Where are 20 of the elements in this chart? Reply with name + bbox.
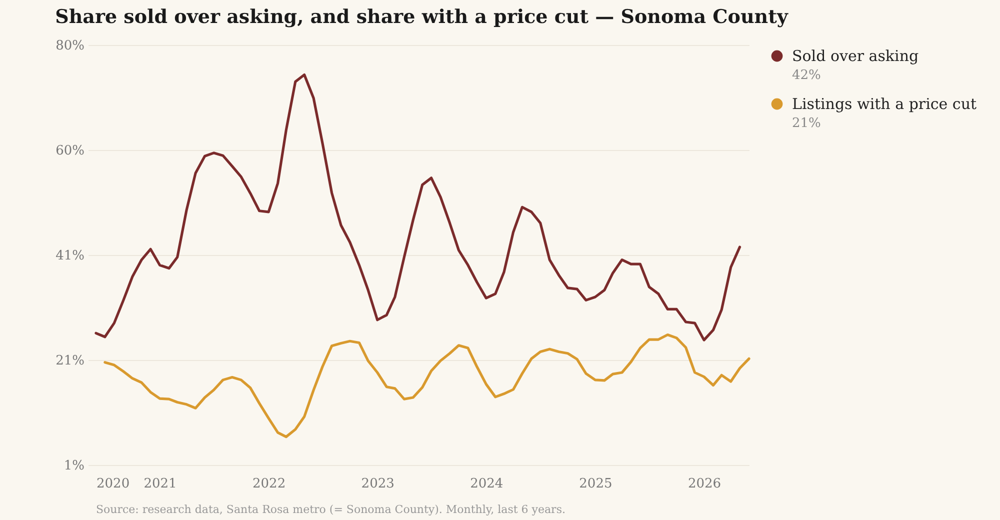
x-tick-label: 2021	[144, 476, 177, 492]
source-note: Source: research data, Santa Rosa metro (= Sonoma County). Monthly, last 6 years.	[96, 503, 566, 516]
line-series	[104, 333, 750, 438]
y-tick-label: 80%	[56, 38, 84, 54]
legend-label: Listings with a price cut	[792, 95, 977, 113]
x-tick-label: 2022	[252, 476, 286, 492]
legend-label: Sold over asking	[792, 47, 919, 65]
y-tick-label: 60%	[56, 144, 84, 158]
x-tick-label: 2025	[579, 476, 612, 492]
text: 42%	[792, 68, 821, 83]
y-tick-label: 1%	[64, 458, 84, 474]
line-series	[94, 73, 742, 342]
y-tick-label: 41%	[56, 248, 84, 264]
text: 21%	[792, 116, 821, 131]
x-tick-label: 2020	[96, 476, 130, 492]
x-tick-label: 2026	[688, 476, 722, 492]
x-tick-label: 2023	[361, 476, 394, 492]
x-tick-label: 2024	[470, 476, 504, 492]
chart-title: Share sold over asking, and share with a price cut — Sonoma County	[55, 6, 789, 28]
y-tick-label: 21%	[56, 354, 84, 368]
